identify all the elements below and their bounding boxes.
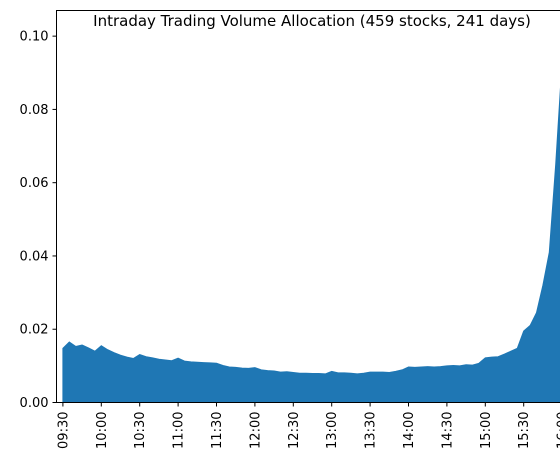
plot-frame <box>56 10 560 403</box>
x-tick-label: 10:00 <box>95 412 110 449</box>
x-tick-label: 16:00 <box>556 412 560 449</box>
y-tick-label: 0.10 <box>20 30 49 45</box>
x-tick-label: 13:00 <box>325 412 340 449</box>
volume-area <box>62 87 560 403</box>
y-tick-label: 0.04 <box>20 249 49 264</box>
y-tick-label: 0.06 <box>20 176 49 191</box>
x-tick-label: 15:00 <box>479 412 494 449</box>
y-axis: 0.00 0.02 0.04 0.06 0.08 0.10 <box>20 30 57 411</box>
x-tick-label: 11:00 <box>172 412 187 449</box>
x-tick-label: 12:00 <box>248 412 263 449</box>
x-axis: 09:30 10:00 10:30 11:00 11:30 12:00 12:30 13:00… <box>56 402 560 449</box>
x-tick-label: 10:30 <box>133 412 148 449</box>
x-tick-label: 11:30 <box>210 412 225 449</box>
x-tick-label: 15:30 <box>517 412 532 449</box>
x-tick-label: 14:00 <box>402 412 417 449</box>
area-layer <box>62 87 560 403</box>
x-tick-label: 09:30 <box>56 412 71 449</box>
y-tick-label: 0.02 <box>20 323 49 338</box>
y-tick-label: 0.00 <box>20 396 49 411</box>
y-tick-label: 0.08 <box>20 103 49 118</box>
chart-title: Intraday Trading Volume Allocation (459 … <box>93 12 531 30</box>
x-tick-label: 14:30 <box>440 412 455 449</box>
x-tick-label: 12:30 <box>287 412 302 449</box>
x-tick-label: 13:30 <box>364 412 379 449</box>
